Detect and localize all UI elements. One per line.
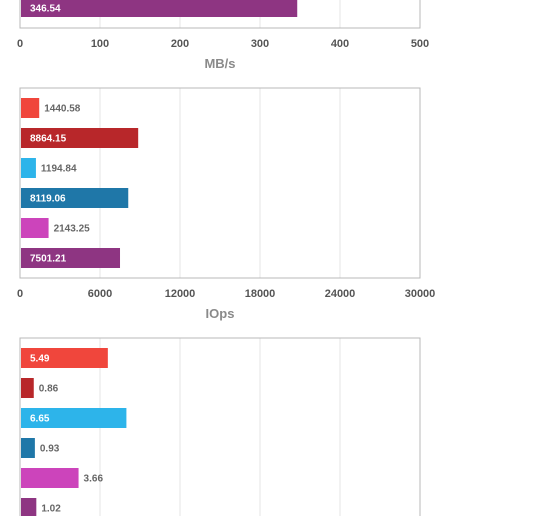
bar [21,248,121,268]
bar [21,348,108,368]
bar-value-label: 2143.25 [54,224,91,235]
panel-mbps: 346.54 0 100 200 300 400 500 MB/s [17,0,429,71]
x-tick-label: 400 [331,38,349,50]
bar [21,468,79,488]
x-tick-label: 0 [17,288,23,300]
bar-value-label: 1440.58 [44,104,81,115]
x-tick-label: 30000 [405,288,436,300]
bar [21,128,139,148]
bar [21,438,35,458]
bar-value-label: 0.93 [40,444,60,455]
bar-value-label: 1.02 [41,504,61,515]
bar [21,218,49,238]
panel-latency: 5.49 0.86 6.65 0.93 3.66 1.02 [19,337,421,516]
bar-value-label: 3.66 [84,474,104,485]
bar-value-label: 346.54 [30,4,61,15]
bar-value-label: 8119.06 [30,194,66,205]
bar-value-label: 8864.15 [30,134,67,145]
bar-value-label: 0.86 [39,384,59,395]
bar [21,378,34,398]
bar [21,408,127,428]
x-tick-label: 100 [91,38,109,50]
x-tick-label: 500 [411,38,429,50]
bar [21,188,129,208]
x-tick-label: 300 [251,38,269,50]
x-axis-label: MB/s [204,56,235,71]
x-tick-label: 200 [171,38,189,50]
plot-frame [19,337,421,516]
plot-frame [19,0,421,29]
bar-value-label: 1194.84 [41,164,77,175]
bar [21,0,298,17]
x-axis-label: IOps [206,306,235,321]
plot-frame [19,87,421,279]
bar [21,498,37,516]
panel-iops: 1440.58 8864.15 1194.84 8119.06 2143.25 7501.… [17,87,436,321]
bar-value-label: 7501.21 [30,254,67,265]
x-tick-label: 24000 [325,288,356,300]
bar [21,158,36,178]
x-tick-label: 0 [17,38,23,50]
x-tick-label: 18000 [245,288,276,300]
bar-value-label: 6.65 [30,414,50,425]
x-tick-label: 6000 [88,288,112,300]
bar-value-label: 5.49 [30,354,50,365]
x-tick-label: 12000 [165,288,196,300]
bar [21,98,40,118]
